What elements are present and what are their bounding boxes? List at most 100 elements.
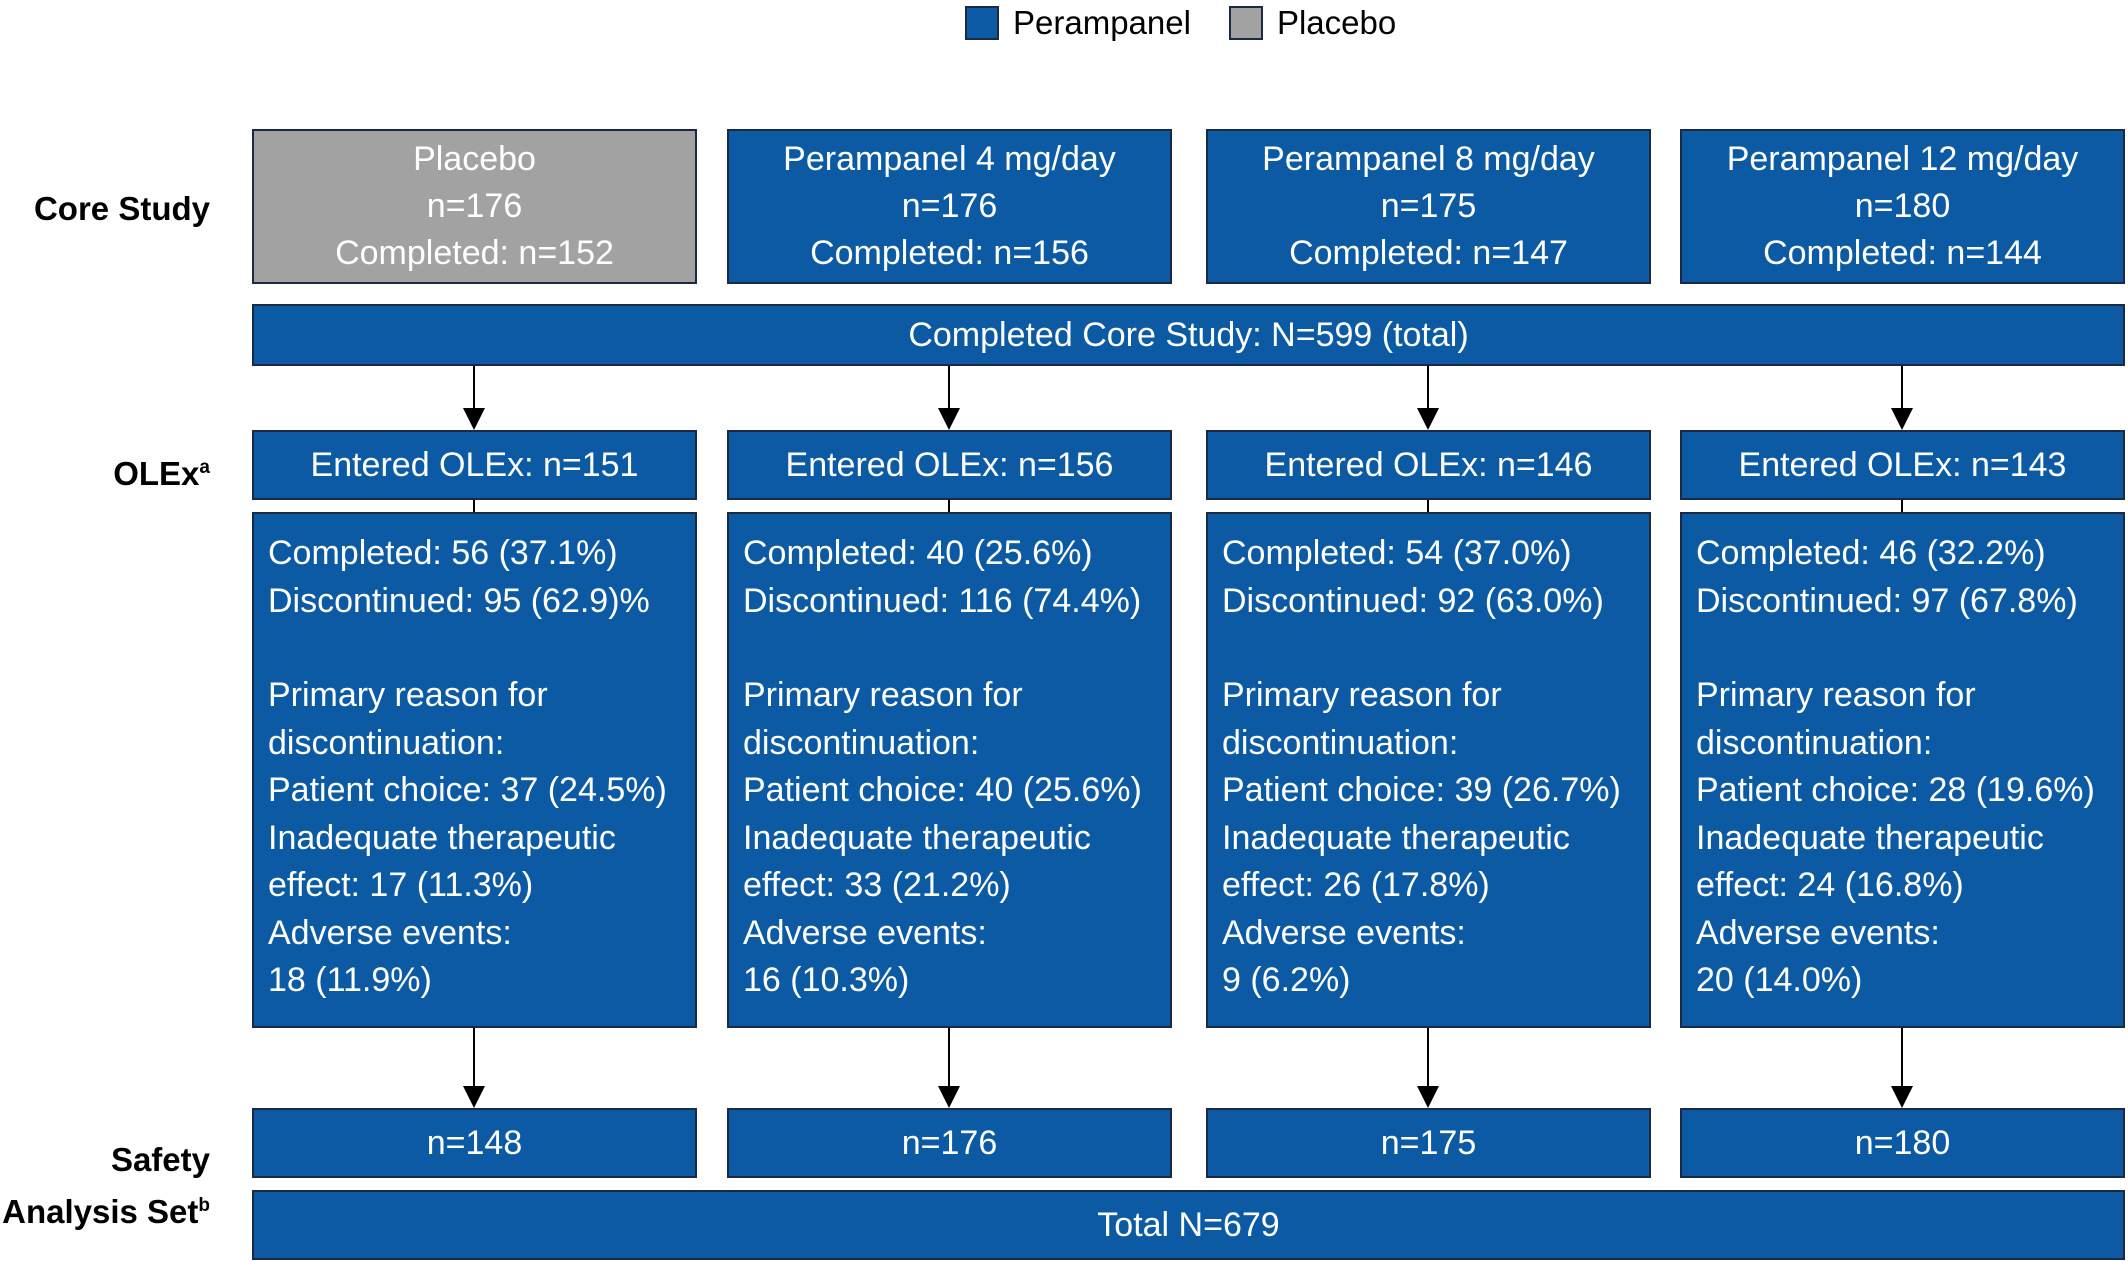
- olex-inadequate-effect: Inadequate therapeutic: [1222, 818, 1570, 857]
- olex-adverse-events: Adverse events:: [268, 913, 512, 952]
- safety-box-placebo: n=148: [252, 1108, 697, 1178]
- core-group-completed: Completed: n=156: [810, 234, 1089, 272]
- olex-patient-choice: Patient choice: 37 (24.5%): [268, 771, 667, 809]
- olex-patient-choice: Patient choice: 39 (26.7%): [1222, 771, 1621, 809]
- safety-n: n=176: [901, 1123, 998, 1162]
- arrow-line-core-to-olex-placebo: [473, 366, 475, 410]
- olex-inadequate-effect-value: effect: 24 (16.8%): [1696, 866, 1964, 904]
- olex-discontinued: Discontinued: 95 (62.9)%: [268, 581, 650, 620]
- core-box-perampanel-12mg: Perampanel 12 mg/day n=180 Completed: n=…: [1680, 129, 2125, 284]
- olex-detail-box-8mg: Completed: 54 (37.0%) Discontinued: 92 (…: [1206, 512, 1651, 1028]
- arrowhead-olex-to-safety-8mg: [1417, 1086, 1439, 1108]
- olex-inadequate-effect-value: effect: 33 (21.2%): [743, 866, 1011, 904]
- arrow-line-core-to-olex-12mg: [1901, 366, 1903, 410]
- arrow-line-olex-to-safety-12mg: [1901, 1028, 1903, 1090]
- arrow-line-olex-to-safety-8mg: [1427, 1028, 1429, 1090]
- legend-label-perampanel: Perampanel: [1013, 4, 1191, 41]
- core-group-n: n=176: [426, 187, 523, 225]
- core-group-n: n=180: [1854, 187, 1951, 225]
- olex-adverse-events: Adverse events:: [1222, 913, 1466, 952]
- connector-olex-12mg: [1901, 500, 1903, 514]
- arrowhead-core-to-olex-8mg: [1417, 408, 1439, 430]
- olex-inadequate-effect-value: effect: 26 (17.8%): [1222, 866, 1490, 904]
- safety-total-box: Total N=679: [252, 1190, 2125, 1260]
- row-label-olex: OLExa: [0, 445, 210, 497]
- legend-item-perampanel: Perampanel: [965, 4, 1191, 42]
- olex-inadequate-effect: Inadequate therapeutic: [1696, 818, 2044, 857]
- arrowhead-olex-to-safety-placebo: [463, 1086, 485, 1108]
- arrow-line-olex-to-safety-4mg: [948, 1028, 950, 1090]
- placebo-swatch: [1228, 6, 1263, 40]
- olex-adverse-events-value: 18 (11.9%): [268, 961, 432, 999]
- row-label-safety-line2: Analysis Set: [2, 1193, 199, 1230]
- safety-n: n=180: [1854, 1123, 1951, 1162]
- arrow-line-core-to-olex-4mg: [948, 366, 950, 410]
- arrowhead-core-to-olex-placebo: [463, 408, 485, 430]
- entered-olex-box-12mg: Entered OLEx: n=143: [1680, 430, 2125, 500]
- core-group-n: n=176: [901, 187, 998, 225]
- completed-core-total-text: Completed Core Study: N=599 (total): [908, 315, 1469, 354]
- row-label-safety-line1: Safety: [110, 1141, 210, 1178]
- connector-olex-placebo: [473, 500, 475, 514]
- core-group-name: Perampanel 4 mg/day: [783, 140, 1116, 178]
- olex-patient-choice: Patient choice: 40 (25.6%): [743, 771, 1142, 809]
- olex-adverse-events-value: 20 (14.0%): [1696, 961, 1863, 999]
- perampanel-swatch: [965, 6, 999, 40]
- safety-box-8mg: n=175: [1206, 1108, 1651, 1178]
- legend: Perampanel Placebo: [965, 2, 1434, 44]
- olex-adverse-events: Adverse events:: [743, 913, 987, 952]
- olex-inadequate-effect: Inadequate therapeutic: [268, 818, 616, 857]
- core-group-completed: Completed: n=144: [1763, 234, 2042, 272]
- olex-reason-heading-cont: discontinuation:: [268, 723, 505, 762]
- row-label-core-study: Core Study: [0, 186, 210, 232]
- olex-detail-box-4mg: Completed: 40 (25.6%) Discontinued: 116 …: [727, 512, 1172, 1028]
- olex-discontinued: Discontinued: 92 (63.0%): [1222, 581, 1604, 620]
- olex-reason-heading: Primary reason for: [268, 676, 548, 714]
- row-label-olex-text: OLEx: [113, 455, 200, 492]
- entered-olex-text: Entered OLEx: n=156: [785, 445, 1114, 484]
- row-label-core-study-text: Core Study: [33, 190, 210, 227]
- entered-olex-text: Entered OLEx: n=146: [1264, 445, 1593, 484]
- legend-label-placebo: Placebo: [1276, 4, 1397, 41]
- olex-inadequate-effect-value: effect: 17 (11.3%): [268, 866, 534, 904]
- arrowhead-olex-to-safety-4mg: [938, 1086, 960, 1108]
- olex-reason-heading-cont: discontinuation:: [1696, 723, 1933, 762]
- entered-olex-text: Entered OLEx: n=151: [310, 445, 639, 484]
- olex-adverse-events-value: 16 (10.3%): [743, 961, 910, 999]
- arrow-line-core-to-olex-8mg: [1427, 366, 1429, 410]
- core-group-completed: Completed: n=152: [335, 234, 614, 272]
- legend-item-placebo: Placebo: [1228, 4, 1397, 42]
- olex-completed: Completed: 56 (37.1%): [268, 534, 618, 572]
- olex-reason-heading-cont: discontinuation:: [1222, 723, 1459, 762]
- olex-completed: Completed: 54 (37.0%): [1222, 534, 1572, 572]
- core-box-placebo: Placebo n=176 Completed: n=152: [252, 129, 697, 284]
- entered-olex-box-8mg: Entered OLEx: n=146: [1206, 430, 1651, 500]
- core-group-name: Perampanel 12 mg/day: [1726, 140, 2079, 178]
- arrowhead-core-to-olex-12mg: [1891, 408, 1913, 430]
- olex-patient-choice: Patient choice: 28 (19.6%): [1696, 771, 2095, 809]
- olex-completed: Completed: 46 (32.2%): [1696, 534, 2046, 572]
- entered-olex-text: Entered OLEx: n=143: [1738, 445, 2067, 484]
- arrow-line-olex-to-safety-placebo: [473, 1028, 475, 1090]
- olex-inadequate-effect: Inadequate therapeutic: [743, 818, 1091, 857]
- olex-adverse-events-value: 9 (6.2%): [1222, 961, 1351, 999]
- olex-reason-heading-cont: discontinuation:: [743, 723, 980, 762]
- olex-reason-heading: Primary reason for: [1696, 676, 1976, 714]
- row-label-safety-analysis-set: Safety Analysis Setb: [0, 1137, 210, 1235]
- safety-total-text: Total N=679: [1097, 1205, 1280, 1244]
- olex-completed: Completed: 40 (25.6%): [743, 534, 1093, 572]
- safety-box-12mg: n=180: [1680, 1108, 2125, 1178]
- core-group-completed: Completed: n=147: [1289, 234, 1568, 272]
- core-box-perampanel-8mg: Perampanel 8 mg/day n=175 Completed: n=1…: [1206, 129, 1651, 284]
- arrowhead-olex-to-safety-12mg: [1891, 1086, 1913, 1108]
- olex-detail-box-12mg: Completed: 46 (32.2%) Discontinued: 97 (…: [1680, 512, 2125, 1028]
- olex-discontinued: Discontinued: 97 (67.8%): [1696, 581, 2078, 620]
- entered-olex-box-4mg: Entered OLEx: n=156: [727, 430, 1172, 500]
- core-group-name: Placebo: [413, 140, 536, 178]
- olex-detail-box-placebo: Completed: 56 (37.1%) Discontinued: 95 (…: [252, 512, 697, 1028]
- connector-olex-8mg: [1427, 500, 1429, 514]
- arrowhead-core-to-olex-4mg: [938, 408, 960, 430]
- entered-olex-box-placebo: Entered OLEx: n=151: [252, 430, 697, 500]
- safety-n: n=148: [426, 1123, 523, 1162]
- completed-core-total-box: Completed Core Study: N=599 (total): [252, 304, 2125, 366]
